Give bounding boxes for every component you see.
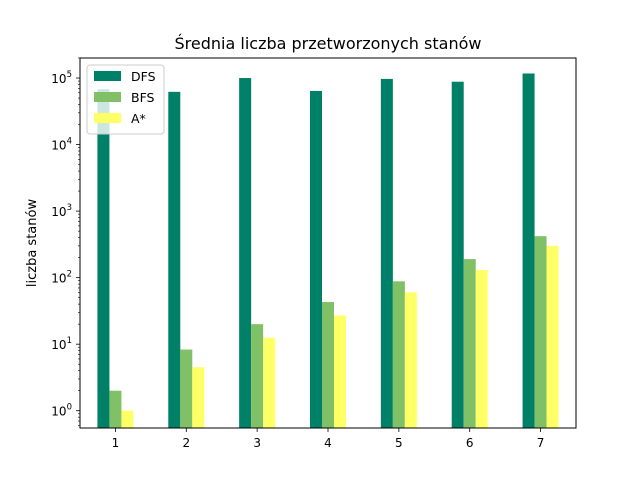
bars-layer — [97, 73, 559, 429]
legend-swatch-dfs — [94, 71, 121, 81]
legend-label-dfs: DFS — [131, 69, 156, 84]
bar-dfs-3 — [239, 78, 252, 428]
legend: DFS BFS A* — [86, 64, 165, 135]
bar-dfs-6 — [451, 81, 464, 428]
bar-bfs-1 — [109, 390, 122, 428]
x-tick-label-3: 3 — [253, 436, 261, 450]
bar-dfs-7 — [522, 73, 535, 429]
bar-a-1 — [121, 410, 134, 428]
bar-bfs-6 — [463, 259, 476, 428]
y-axis-label: liczba stanów — [25, 199, 40, 288]
bar-a-6 — [475, 270, 488, 428]
bar-dfs-4 — [310, 90, 322, 429]
bar-bfs-4 — [322, 302, 334, 428]
legend-label-bfs: BFS — [131, 90, 155, 105]
chart-title: Średnia liczba przetworzonych stanów — [175, 34, 482, 53]
x-tick-label-5: 5 — [395, 436, 403, 450]
bar-dfs-2 — [168, 91, 181, 428]
legend-swatch-bfs — [94, 92, 121, 102]
x-tick-label-1: 1 — [112, 436, 120, 450]
bar-bfs-2 — [180, 349, 193, 428]
bar-bfs-3 — [251, 324, 264, 428]
legend-label-a: A* — [131, 111, 146, 126]
legend-swatch-a — [94, 113, 121, 123]
bar-a-2 — [192, 367, 205, 428]
x-tick-label-7: 7 — [537, 436, 545, 450]
bar-a-7 — [546, 245, 559, 428]
x-tick-label-2: 2 — [182, 436, 190, 450]
bar-dfs-5 — [380, 78, 393, 428]
bar-dfs-1 — [97, 89, 110, 429]
bar-bfs-7 — [534, 236, 547, 428]
bar-a-3 — [263, 337, 276, 428]
x-tick-label-6: 6 — [466, 436, 474, 450]
bar-a-5 — [404, 292, 417, 428]
plot-frame — [79, 57, 577, 429]
x-tick-label-4: 4 — [324, 436, 332, 450]
bar-bfs-5 — [392, 281, 405, 428]
bar-a-4 — [334, 315, 346, 428]
